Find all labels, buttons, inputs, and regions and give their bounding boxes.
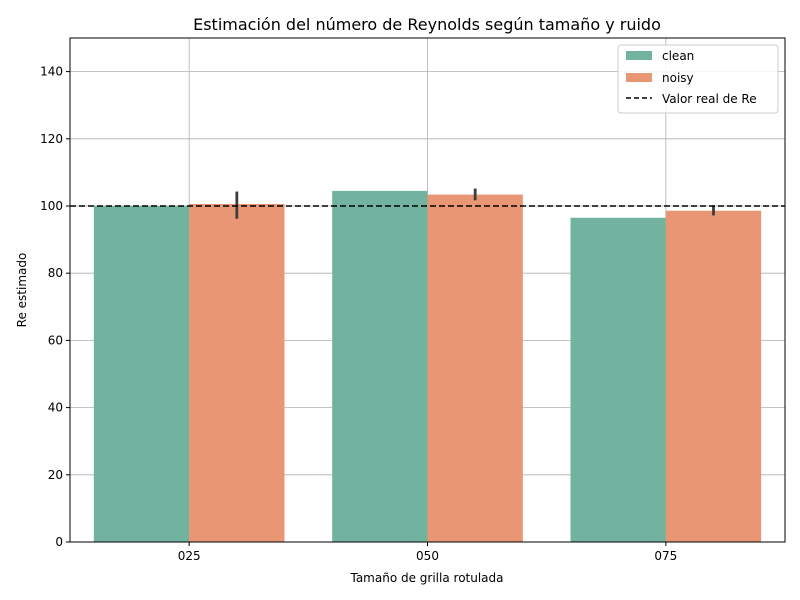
bar-noisy-075 (665, 210, 762, 543)
bar-noisy-025 (189, 203, 285, 542)
legend-label-reference: Valor real de Re (662, 92, 757, 106)
x-tick-label: 075 (654, 549, 677, 563)
bars-layer (93, 190, 762, 543)
y-tick-label: 0 (55, 535, 63, 549)
bar-clean-025 (93, 206, 190, 542)
y-tick-label: 60 (48, 333, 63, 347)
x-axis-ticks: 025 050 075 (178, 542, 677, 563)
x-axis-label: Tamaño de grilla rotulada (349, 571, 503, 585)
legend: clean noisy Valor real de Re (617, 44, 779, 114)
x-tick-label: 025 (178, 549, 201, 563)
legend-swatch-noisy (626, 73, 652, 82)
y-tick-label: 20 (48, 468, 63, 482)
y-tick-label: 80 (48, 266, 63, 280)
legend-label-clean: clean (662, 49, 694, 63)
legend-swatch-clean (626, 51, 652, 60)
x-tick-label: 050 (416, 549, 439, 563)
y-tick-label: 40 (48, 401, 63, 415)
y-axis-label: Re estimado (15, 253, 29, 328)
chart-title: Estimación del número de Reynolds según … (193, 15, 661, 34)
bar-clean-075 (570, 217, 666, 542)
y-tick-label: 140 (40, 65, 63, 79)
legend-frame (617, 44, 779, 114)
y-axis-ticks: 0 20 40 60 80 100 120 140 (40, 65, 70, 549)
y-tick-label: 120 (40, 132, 63, 146)
error-bars-layer (235, 188, 715, 219)
y-tick-label: 100 (40, 199, 63, 213)
bar-noisy-050 (427, 194, 523, 543)
bar-clean-050 (332, 190, 428, 542)
legend-label-noisy: noisy (662, 71, 694, 85)
